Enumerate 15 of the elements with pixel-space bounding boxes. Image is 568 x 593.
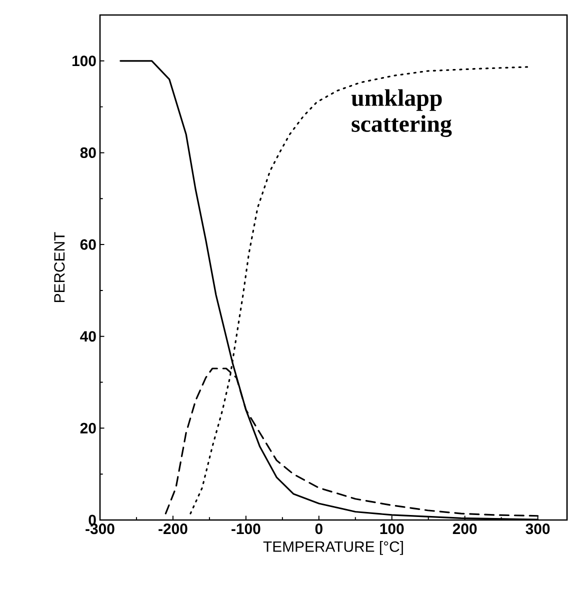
x-tick-label: -100 [232,524,260,534]
x-tick-label: 300 [526,524,550,534]
y-axis-title: PERCENT [54,232,65,302]
x-tick-label: -200 [158,524,188,534]
y-tick-label: 60 [80,239,96,250]
y-tick-label: 20 [80,422,96,434]
annotation: umklapp scattering [351,89,452,137]
y-tick-label: 40 [80,331,96,342]
x-tick-label: 100 [380,524,404,534]
x-axis-title: TEMPERATURE [°C] [263,540,403,555]
x-tick-label: -300 [86,524,114,534]
x-tick-label: 200 [452,524,477,534]
y-tick-label: 100 [72,56,96,66]
x-tick-label: 0 [315,524,322,534]
y-tick-label: 80 [80,147,96,158]
